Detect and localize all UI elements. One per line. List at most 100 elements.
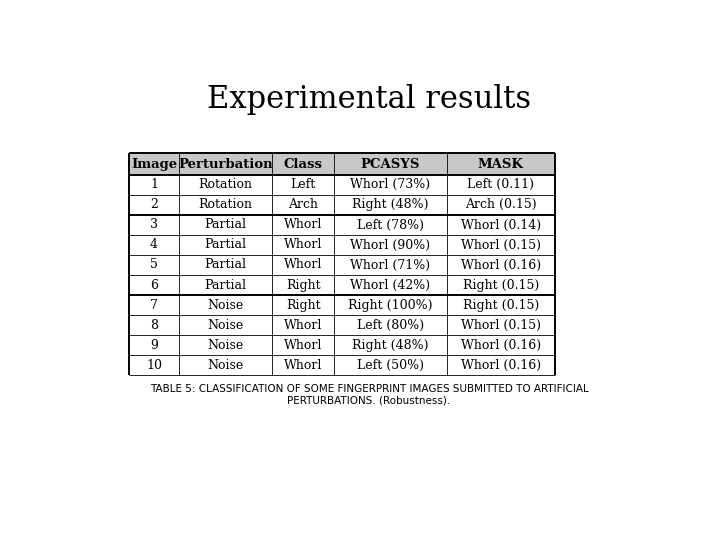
- Bar: [334, 295, 446, 315]
- Text: Partial: Partial: [204, 259, 247, 272]
- Bar: [272, 355, 334, 375]
- Bar: [129, 215, 179, 235]
- Bar: [129, 175, 179, 195]
- Text: Whorl (73%): Whorl (73%): [350, 178, 431, 191]
- Text: Class: Class: [284, 158, 323, 171]
- Text: Noise: Noise: [207, 299, 244, 312]
- Bar: [129, 315, 179, 335]
- Text: Whorl (0.16): Whorl (0.16): [461, 259, 541, 272]
- Bar: [334, 175, 446, 195]
- Text: Left (50%): Left (50%): [357, 359, 424, 372]
- Text: Noise: Noise: [207, 359, 244, 372]
- Text: PCASYS: PCASYS: [361, 158, 420, 171]
- Bar: [179, 315, 272, 335]
- Bar: [179, 275, 272, 295]
- Bar: [446, 295, 555, 315]
- Bar: [129, 153, 179, 175]
- Bar: [446, 215, 555, 235]
- Bar: [446, 315, 555, 335]
- Bar: [446, 355, 555, 375]
- Text: Partial: Partial: [204, 219, 247, 232]
- Bar: [272, 295, 334, 315]
- Bar: [129, 335, 179, 355]
- Text: Arch (0.15): Arch (0.15): [465, 198, 536, 212]
- Text: 1: 1: [150, 178, 158, 191]
- Text: TABLE 5: CLASSIFICATION OF SOME FINGERPRINT IMAGES SUBMITTED TO ARTIFICIAL
PERTU: TABLE 5: CLASSIFICATION OF SOME FINGERPR…: [150, 384, 588, 406]
- Text: Right (0.15): Right (0.15): [463, 299, 539, 312]
- Bar: [129, 255, 179, 275]
- Bar: [334, 355, 446, 375]
- Text: Arch: Arch: [288, 198, 318, 212]
- Bar: [334, 275, 446, 295]
- Bar: [129, 275, 179, 295]
- Text: Whorl: Whorl: [284, 239, 323, 252]
- Text: 2: 2: [150, 198, 158, 212]
- Bar: [179, 175, 272, 195]
- Bar: [446, 195, 555, 215]
- Text: Partial: Partial: [204, 239, 247, 252]
- Text: Whorl: Whorl: [284, 319, 323, 332]
- Text: Right (48%): Right (48%): [352, 198, 428, 212]
- Text: 5: 5: [150, 259, 158, 272]
- Text: Left: Left: [290, 178, 316, 191]
- Text: Left (80%): Left (80%): [356, 319, 424, 332]
- Bar: [272, 195, 334, 215]
- Bar: [129, 355, 179, 375]
- Bar: [334, 255, 446, 275]
- Bar: [272, 235, 334, 255]
- Text: Rotation: Rotation: [199, 178, 253, 191]
- Bar: [272, 153, 334, 175]
- Text: Right (0.15): Right (0.15): [463, 279, 539, 292]
- Text: 7: 7: [150, 299, 158, 312]
- Text: 10: 10: [146, 359, 162, 372]
- Bar: [334, 215, 446, 235]
- Text: Whorl: Whorl: [284, 359, 323, 372]
- Text: 3: 3: [150, 219, 158, 232]
- Bar: [334, 315, 446, 335]
- Text: Left (0.11): Left (0.11): [467, 178, 534, 191]
- Text: Whorl (0.16): Whorl (0.16): [461, 339, 541, 352]
- Bar: [272, 335, 334, 355]
- Text: MASK: MASK: [478, 158, 523, 171]
- Bar: [334, 335, 446, 355]
- Bar: [179, 355, 272, 375]
- Bar: [334, 235, 446, 255]
- Bar: [272, 275, 334, 295]
- Bar: [446, 235, 555, 255]
- Bar: [179, 215, 272, 235]
- Text: Whorl (0.15): Whorl (0.15): [461, 239, 541, 252]
- Text: Right (48%): Right (48%): [352, 339, 428, 352]
- Text: Left (78%): Left (78%): [357, 219, 424, 232]
- Text: 6: 6: [150, 279, 158, 292]
- Text: Rotation: Rotation: [199, 198, 253, 212]
- Text: Whorl (0.15): Whorl (0.15): [461, 319, 541, 332]
- Text: Image: Image: [131, 158, 177, 171]
- Bar: [446, 255, 555, 275]
- Bar: [446, 175, 555, 195]
- Text: Right (100%): Right (100%): [348, 299, 433, 312]
- Bar: [272, 255, 334, 275]
- Text: Right: Right: [286, 279, 320, 292]
- Text: Noise: Noise: [207, 339, 244, 352]
- Text: Experimental results: Experimental results: [207, 84, 531, 115]
- Text: 9: 9: [150, 339, 158, 352]
- Text: Whorl: Whorl: [284, 259, 323, 272]
- Text: Whorl: Whorl: [284, 219, 323, 232]
- Text: Perturbation: Perturbation: [179, 158, 273, 171]
- Bar: [129, 195, 179, 215]
- Bar: [272, 315, 334, 335]
- Text: Partial: Partial: [204, 279, 247, 292]
- Bar: [272, 215, 334, 235]
- Text: Whorl (90%): Whorl (90%): [350, 239, 431, 252]
- Text: Right: Right: [286, 299, 320, 312]
- Text: 4: 4: [150, 239, 158, 252]
- Bar: [334, 195, 446, 215]
- Bar: [129, 235, 179, 255]
- Bar: [179, 195, 272, 215]
- Bar: [179, 235, 272, 255]
- Bar: [272, 175, 334, 195]
- Text: Whorl (42%): Whorl (42%): [350, 279, 431, 292]
- Text: Noise: Noise: [207, 319, 244, 332]
- Bar: [179, 335, 272, 355]
- Text: Whorl: Whorl: [284, 339, 323, 352]
